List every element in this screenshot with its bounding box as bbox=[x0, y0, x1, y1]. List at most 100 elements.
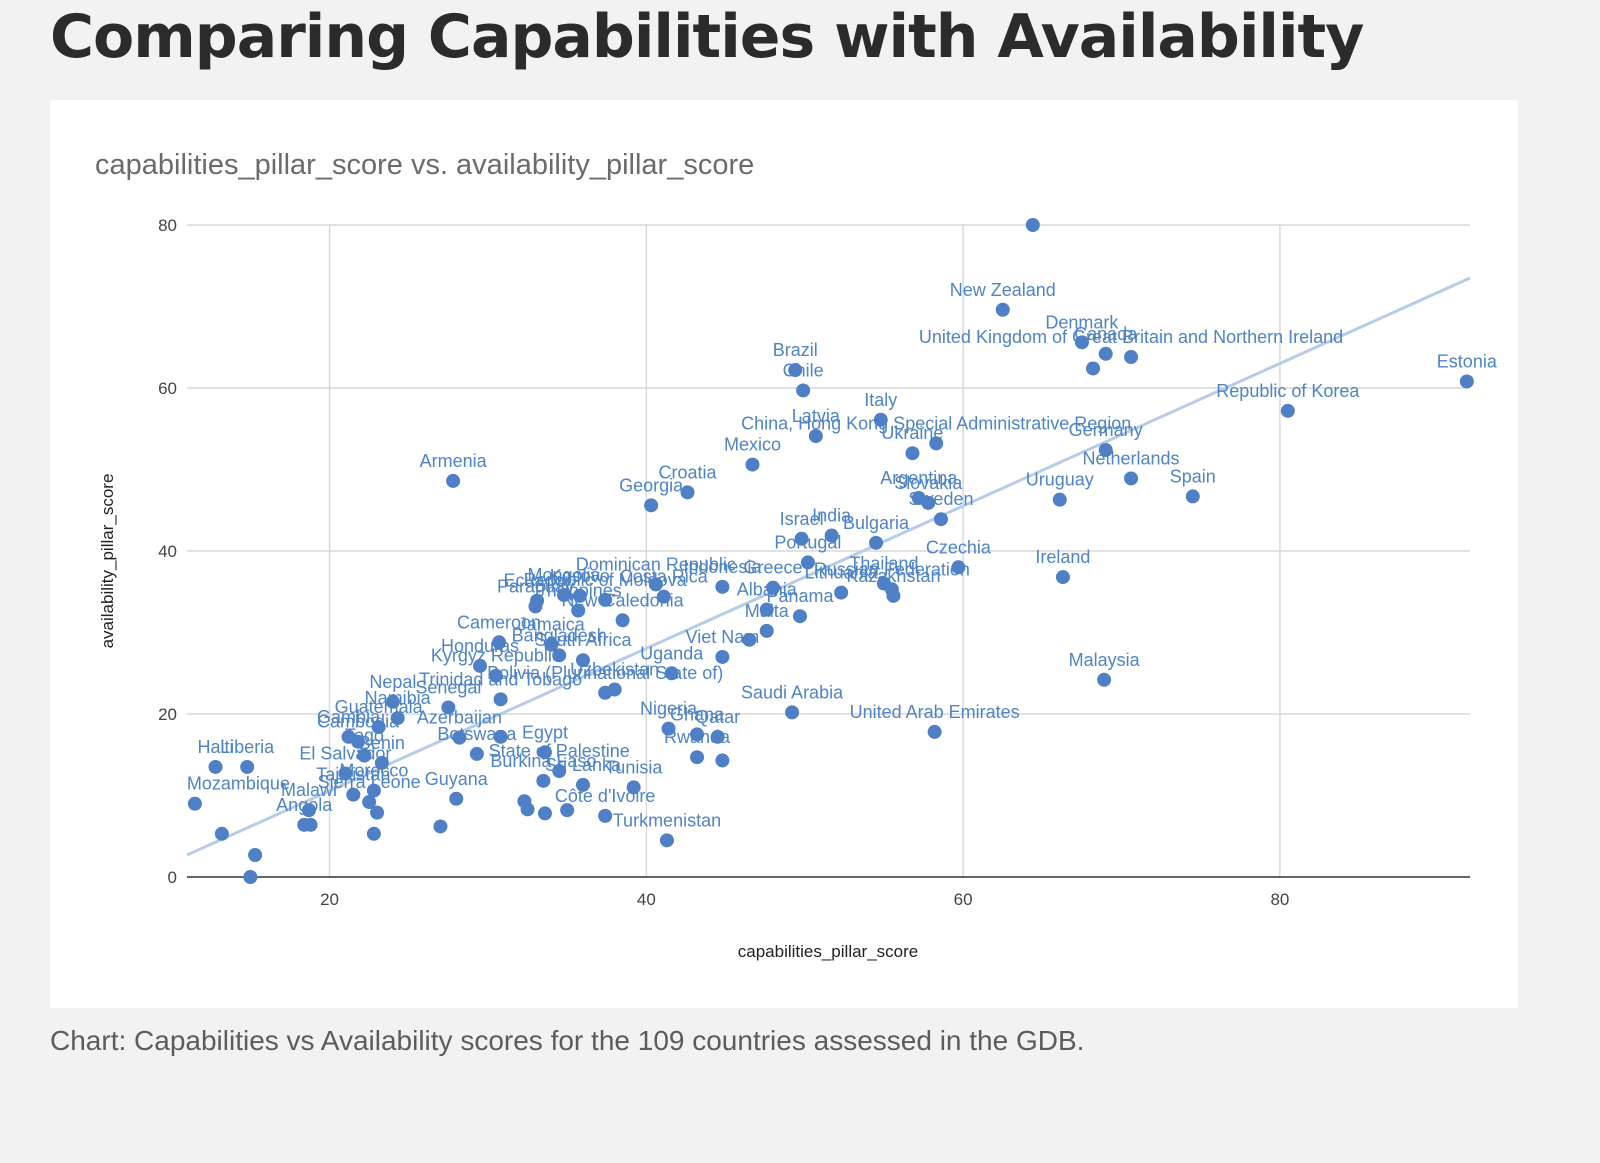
chart-title: capabilities_pillar_score vs. availabili… bbox=[95, 149, 754, 181]
data-point bbox=[929, 436, 944, 451]
point-label: Netherlands bbox=[1083, 448, 1180, 468]
data-point bbox=[544, 637, 559, 652]
data-point bbox=[792, 609, 807, 624]
point-label: Kazakhstan bbox=[846, 566, 940, 586]
data-point bbox=[556, 588, 571, 603]
x-tick-label: 20 bbox=[320, 890, 339, 909]
data-point bbox=[1097, 672, 1112, 687]
data-point bbox=[214, 826, 229, 841]
data-point bbox=[742, 632, 757, 647]
point-label: Uzbekistan bbox=[570, 660, 659, 680]
axes: 0 20 40 60 80 20 40 60 80 bbox=[158, 216, 1470, 909]
point-label: Argentina bbox=[880, 468, 958, 488]
y-axis-title: availability_pillar_score bbox=[98, 474, 117, 649]
point-label: Kyrgyz Republic bbox=[431, 646, 561, 666]
point-label: Morocco bbox=[339, 761, 408, 781]
trendline-layer bbox=[186, 276, 1471, 857]
data-point bbox=[493, 729, 508, 744]
data-point bbox=[905, 446, 920, 461]
point-label: Thailand bbox=[849, 554, 918, 574]
point-label: Canada bbox=[1074, 324, 1138, 344]
data-point bbox=[648, 577, 663, 592]
data-point bbox=[759, 602, 774, 617]
point-label: United Arab Emirates bbox=[850, 702, 1020, 722]
data-point bbox=[537, 745, 552, 760]
data-point bbox=[626, 780, 641, 795]
data-point bbox=[690, 727, 705, 742]
x-tick-label: 40 bbox=[637, 890, 656, 909]
data-point bbox=[433, 819, 448, 834]
point-label: Senegal bbox=[415, 677, 481, 697]
data-point bbox=[664, 666, 679, 681]
point-label: Dominican Republic bbox=[576, 554, 736, 574]
point-label: Turkmenistan bbox=[613, 810, 721, 830]
point-label: Russian Federation bbox=[814, 559, 970, 579]
data-point bbox=[537, 806, 552, 821]
point-label: Liberia bbox=[220, 737, 275, 757]
page-title: Comparing Capabilities with Availability bbox=[50, 2, 1364, 72]
y-tick-label: 60 bbox=[158, 379, 177, 398]
data-point bbox=[385, 694, 400, 709]
point-label: Malawi bbox=[281, 780, 337, 800]
data-point bbox=[745, 457, 760, 472]
point-label: Slovakia bbox=[894, 473, 963, 493]
data-point bbox=[710, 729, 725, 744]
point-label: Nigeria bbox=[640, 699, 698, 719]
data-point bbox=[357, 748, 372, 763]
data-point bbox=[824, 528, 839, 543]
data-point bbox=[680, 485, 695, 500]
data-point bbox=[800, 555, 815, 570]
point-label: Nepal bbox=[369, 672, 416, 692]
point-label: Paraguay bbox=[497, 576, 574, 596]
chart-caption: Chart: Capabilities vs Availability scor… bbox=[50, 1025, 1085, 1056]
data-point bbox=[933, 512, 948, 527]
data-point bbox=[243, 870, 258, 884]
data-point bbox=[452, 730, 467, 745]
point-label: China, Hong Kong Special Administrative … bbox=[741, 413, 1131, 433]
data-point bbox=[1025, 218, 1040, 232]
point-label: Georgia bbox=[619, 475, 684, 495]
point-label: Cameroon bbox=[457, 612, 541, 632]
data-point bbox=[715, 649, 730, 664]
data-point bbox=[488, 668, 503, 683]
data-point bbox=[493, 692, 508, 707]
point-label: Mexico bbox=[724, 435, 781, 455]
y-tick-label: 0 bbox=[168, 868, 177, 887]
point-label: Bolivia (Plurinational State of) bbox=[487, 663, 723, 683]
y-tick-label: 80 bbox=[158, 216, 177, 235]
data-point bbox=[598, 808, 613, 823]
data-point bbox=[1074, 335, 1089, 350]
data-point bbox=[1124, 471, 1139, 486]
data-point bbox=[659, 833, 674, 848]
data-point bbox=[560, 803, 575, 818]
data-point bbox=[788, 363, 803, 378]
data-point bbox=[911, 491, 926, 506]
point-label: Benin bbox=[359, 733, 405, 753]
data-point bbox=[1124, 350, 1139, 365]
data-point bbox=[869, 535, 884, 550]
point-label: Panama bbox=[766, 586, 834, 606]
point-label: Tajikistan bbox=[316, 765, 390, 785]
point-label: Indonesia bbox=[683, 557, 762, 577]
point-label: Israel bbox=[780, 509, 824, 529]
grid bbox=[187, 224, 1470, 877]
point-label: Malaysia bbox=[1069, 650, 1141, 670]
point-label: Mozambique bbox=[187, 774, 290, 794]
point-label: Czechia bbox=[926, 537, 992, 557]
data-point bbox=[301, 803, 316, 818]
point-label: Saudi Arabia bbox=[741, 682, 844, 702]
data-point bbox=[248, 847, 263, 862]
data-point bbox=[1098, 442, 1113, 457]
data-point bbox=[370, 805, 385, 820]
data-point bbox=[552, 648, 567, 663]
data-point bbox=[390, 711, 405, 726]
point-label: Guatemala bbox=[335, 697, 424, 717]
point-label: Bulgaria bbox=[843, 513, 910, 533]
data-point bbox=[366, 826, 381, 841]
data-point bbox=[366, 783, 381, 798]
data-point bbox=[785, 705, 800, 720]
point-label: Ecuador bbox=[504, 571, 571, 591]
point-label: Uruguay bbox=[1026, 470, 1094, 490]
point-label: New Zealand bbox=[950, 280, 1056, 300]
